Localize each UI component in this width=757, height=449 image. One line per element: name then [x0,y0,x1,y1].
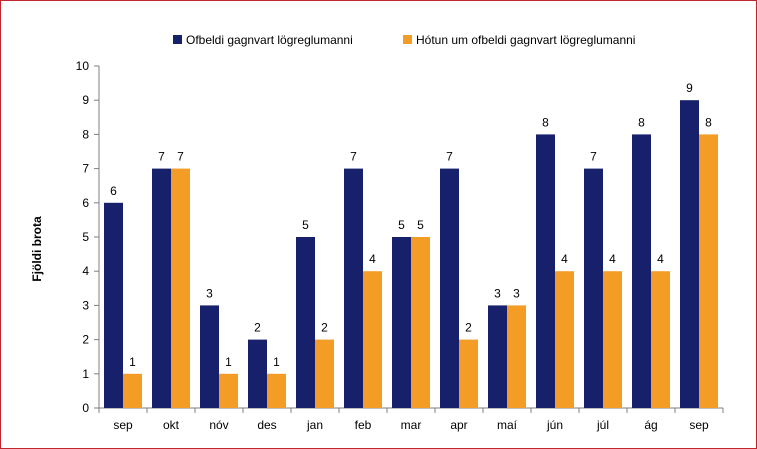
bar-series-2 [219,373,238,408]
x-tick-label: maí [497,418,518,432]
x-tick-label: feb [355,418,372,432]
bar-series-1 [200,305,219,408]
bar-series-2 [123,373,142,408]
data-label-series-1: 3 [206,286,213,300]
data-label-series-2: 1 [129,355,136,369]
legend-swatch-series-1 [173,35,182,44]
legend: Ofbeldi gagnvart lögreglumanni Hótun um … [173,33,635,47]
bar-series-1 [104,202,123,408]
y-tick-label: 6 [82,196,89,210]
y-axis-label: Fjöldi brota [30,216,44,282]
bar-series-2 [171,168,190,408]
bar-series-1 [488,305,507,408]
bar-series-2 [459,339,478,408]
bar-series-2 [507,305,526,408]
data-label-series-2: 4 [561,252,568,266]
data-label-series-2: 2 [465,321,472,335]
x-tick-label: jún [546,418,563,432]
bar-series-2 [411,237,430,408]
bar-series-2 [363,271,382,408]
bar-series-1 [584,168,603,408]
bar-series-2 [651,271,670,408]
data-label-series-2: 4 [609,252,616,266]
x-tick-label: nóv [209,418,228,432]
x-tick-label: sep [689,418,709,432]
y-tick-label: 4 [82,264,89,278]
x-tick-label: júl [596,418,609,432]
bar-series-1 [344,168,363,408]
data-label-series-1: 7 [446,150,453,164]
x-tick-label: apr [450,418,467,432]
bar-series-2 [699,134,718,408]
legend-label-series-2: Hótun um ofbeldi gagnvart lögreglumanni [416,33,635,47]
bar-series-2 [315,339,334,408]
data-label-series-1: 7 [350,150,357,164]
legend-swatch-series-2 [403,35,412,44]
data-label-series-2: 3 [513,286,520,300]
data-label-series-1: 8 [542,115,549,129]
data-label-series-2: 1 [225,355,232,369]
data-label-series-2: 7 [177,150,184,164]
legend-label-series-1: Ofbeldi gagnvart lögreglumanni [186,33,353,47]
x-tick-label: jan [306,418,323,432]
y-tick-label: 5 [82,230,89,244]
data-label-series-2: 1 [273,355,280,369]
y-tick-label: 7 [82,162,89,176]
y-tick-label: 1 [82,367,89,381]
bar-series-1 [440,168,459,408]
data-label-series-1: 5 [302,218,309,232]
data-label-series-1: 7 [158,150,165,164]
data-label-series-1: 8 [638,115,645,129]
bar-series-1 [632,134,651,408]
x-tick-label: sep [113,418,133,432]
x-tick-label: mar [401,418,422,432]
y-tick-label: 3 [82,298,89,312]
data-label-series-1: 7 [590,150,597,164]
bar-series-1 [296,237,315,408]
y-tick-label: 10 [76,59,90,73]
data-label-series-2: 2 [321,321,328,335]
data-label-series-1: 2 [254,321,261,335]
data-label-series-2: 4 [369,252,376,266]
data-label-series-2: 8 [705,115,712,129]
bar-series-1 [392,237,411,408]
bar-series-1 [680,100,699,408]
y-tick-label: 2 [82,333,89,347]
x-tick-label: okt [163,418,180,432]
bar-series-1 [248,339,267,408]
bar-series-2 [267,373,286,408]
bar-series-1 [152,168,171,408]
data-label-series-2: 5 [417,218,424,232]
data-label-series-1: 5 [398,218,405,232]
data-label-series-1: 6 [110,184,117,198]
x-tick-label: ág [644,418,657,432]
y-tick-label: 9 [82,93,89,107]
data-label-series-1: 9 [686,81,693,95]
x-tick-label: des [257,418,276,432]
bar-series-2 [603,271,622,408]
data-label-series-1: 3 [494,286,501,300]
bar-series-2 [555,271,574,408]
y-tick-label: 0 [82,401,89,415]
bar-series-1 [536,134,555,408]
y-tick-label: 8 [82,127,89,141]
data-label-series-2: 4 [657,252,664,266]
